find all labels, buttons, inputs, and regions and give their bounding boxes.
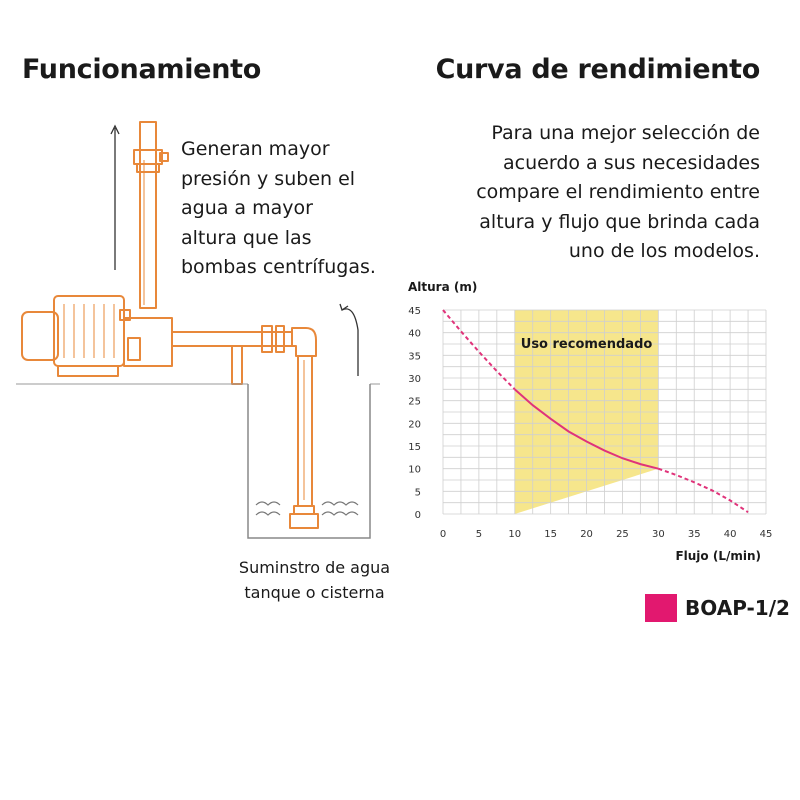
intro-line: Para una mejor selección de (491, 122, 760, 144)
section-title-curva: Curva de rendimiento (435, 54, 761, 85)
drop-pipe (297, 355, 313, 507)
description-line: agua a mayor (181, 197, 313, 219)
x-axis-ticks: 0 5 10 15 20 25 30 35 40 45 (440, 529, 773, 540)
performance-curve (442, 309, 749, 514)
y-tick-label: 25 (408, 397, 421, 408)
section-title-funcionamiento: Funcionamiento (22, 54, 261, 85)
water-waves (255, 501, 359, 516)
arrow-curve-icon (341, 308, 359, 376)
y-tick-label: 30 (408, 374, 421, 385)
pump-outline (21, 121, 319, 529)
x-axis-title: Flujo (L/min) (675, 549, 761, 563)
valve (133, 149, 163, 165)
y-tick-label: 15 (408, 442, 421, 453)
pump-head (123, 317, 173, 367)
y-tick-label: 45 (408, 306, 421, 317)
water-tank (247, 384, 371, 539)
y-axis-title: Altura (m) (408, 280, 477, 294)
x-tick-label: 45 (760, 529, 773, 540)
tank-caption: Suminstro de agua tanque o cisterna (222, 555, 407, 605)
intro-text: Para una mejor selección de acuerdo a su… (400, 119, 760, 267)
motor-base (57, 365, 119, 377)
performance-chart: 0 5 10 15 20 25 30 35 40 45 0 5 10 15 20 25 30 35 40 45 Al… (408, 280, 773, 563)
caption-line: Suminstro de agua (238, 558, 391, 577)
pump-description: Generan mayor presión y suben el agua a … (181, 135, 381, 283)
foot-valve (293, 505, 315, 515)
x-tick-label: 40 (724, 529, 737, 540)
discharge-pipe (139, 121, 157, 309)
x-tick-label: 20 (580, 529, 593, 540)
motor-endcap (21, 311, 59, 361)
y-tick-label: 20 (408, 419, 421, 430)
x-tick-label: 25 (616, 529, 629, 540)
x-tick-label: 30 (652, 529, 665, 540)
x-tick-label: 15 (544, 529, 557, 540)
y-tick-label: 35 (408, 351, 421, 362)
legend: BOAP-1/2 (645, 594, 790, 622)
support-post (231, 345, 243, 385)
zone-label: Uso recomendado (521, 337, 653, 352)
pipe-elbow (291, 327, 317, 357)
chart-grid (442, 309, 767, 515)
y-tick-label: 0 (415, 510, 421, 521)
pump-installation-diagram (16, 121, 380, 539)
intro-line: compare el rendimiento entre (476, 181, 760, 203)
intro-line: altura y flujo que brinda cada (479, 210, 760, 233)
intro-line: uno de los modelos. (568, 240, 760, 262)
description-line: presión y suben el (181, 167, 356, 190)
y-axis-ticks: 0 5 10 15 20 25 30 35 40 45 (408, 306, 421, 521)
flow-arrows (110, 124, 359, 376)
y-tick-label: 10 (408, 465, 421, 476)
y-tick-label: 40 (408, 329, 421, 340)
x-tick-label: 0 (440, 529, 446, 540)
x-tick-label: 35 (688, 529, 701, 540)
curve-segment-dashed (657, 467, 749, 514)
x-tick-label: 5 (476, 529, 482, 540)
legend-label: BOAP-1/2 (685, 596, 790, 620)
description-line: altura que las (181, 226, 312, 249)
legend-swatch (645, 594, 677, 622)
description-line: Generan mayor (181, 138, 330, 160)
x-tick-label: 10 (508, 529, 521, 540)
description-line: bombas centrífugas. (181, 256, 376, 278)
y-tick-label: 5 (415, 487, 421, 498)
intro-line: acuerdo a sus necesidades (503, 151, 760, 174)
caption-line: tanque o cisterna (244, 583, 385, 602)
suction-pipe (171, 331, 293, 347)
curve-segment-solid (514, 388, 659, 470)
